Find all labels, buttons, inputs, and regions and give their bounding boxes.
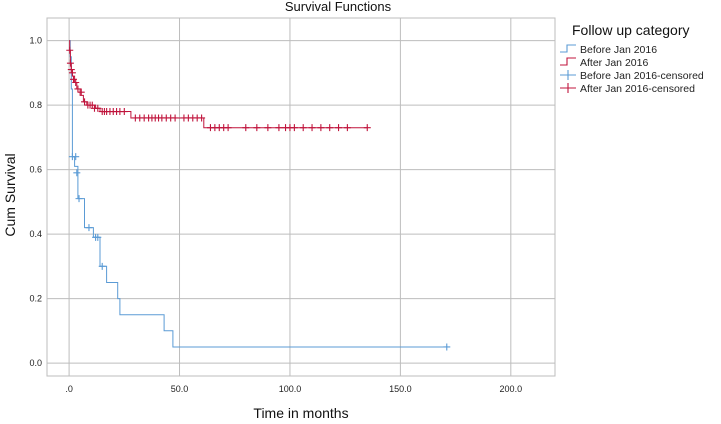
- censor-mark-1: [253, 124, 261, 132]
- censor-mark-0: [98, 262, 106, 270]
- y-tick-label: 1.0: [29, 36, 42, 46]
- censor-mark-1: [335, 124, 343, 132]
- grid-lines: [47, 18, 555, 376]
- censor-mark-0: [85, 224, 93, 232]
- censor-mark-1: [81, 98, 89, 106]
- censor-mark-1: [224, 124, 232, 132]
- censor-mark-1: [171, 114, 179, 122]
- legend-swatch: [560, 70, 576, 80]
- y-tick-label: 0.4: [29, 229, 42, 239]
- censor-mark-1: [72, 79, 80, 87]
- y-axis-title: Cum Survival: [2, 153, 18, 236]
- axis-ticks: 0.0 0.2 0.4 0.6 0.8 1.0 .0 50.0 100.0 150.0 200.0: [29, 36, 522, 394]
- series-layer: [66, 40, 451, 351]
- x-tick-label: 100.0: [279, 384, 302, 394]
- legend-label: Before Jan 2016-censored: [580, 70, 704, 82]
- legend-swatch: [560, 57, 576, 66]
- legend: Follow up category Before Jan 2016After …: [560, 22, 704, 95]
- censor-mark-1: [326, 124, 334, 132]
- censor-mark-1: [66, 59, 74, 67]
- censor-mark-1: [94, 104, 102, 112]
- censor-mark-1: [343, 124, 351, 132]
- legend-label: After Jan 2016: [580, 57, 648, 69]
- y-tick-label: 0.6: [29, 165, 42, 175]
- censor-mark-0: [72, 153, 80, 161]
- y-tick-label: 0.2: [29, 294, 42, 304]
- censor-mark-1: [68, 69, 76, 77]
- x-tick-label: 150.0: [389, 384, 412, 394]
- censor-mark-1: [66, 46, 74, 54]
- censor-mark-1: [198, 114, 206, 122]
- chart-title: Survival Functions: [285, 0, 392, 14]
- legend-swatch: [560, 44, 576, 53]
- censor-mark-1: [363, 124, 371, 132]
- censor-mark-1: [308, 124, 316, 132]
- censor-mark-0: [75, 195, 83, 203]
- censor-mark-1: [67, 66, 75, 74]
- series-line-0: [69, 40, 447, 348]
- censor-mark-0: [73, 169, 81, 177]
- censor-mark-1: [77, 88, 85, 96]
- legend-swatch: [560, 83, 576, 93]
- x-tick-label: .0: [65, 384, 73, 394]
- x-axis-title: Time in months: [253, 405, 348, 421]
- plot-area: [46, 17, 556, 377]
- y-tick-label: 0.8: [29, 100, 42, 110]
- legend-title: Follow up category: [572, 22, 690, 38]
- legend-label: After Jan 2016-censored: [580, 83, 695, 95]
- y-tick-label: 0.0: [29, 358, 42, 368]
- censor-mark-1: [120, 108, 128, 116]
- x-tick-label: 200.0: [500, 384, 523, 394]
- censor-mark-0: [94, 233, 102, 241]
- censor-mark-0: [443, 343, 451, 351]
- censor-mark-1: [290, 124, 298, 132]
- censor-mark-1: [275, 124, 283, 132]
- censor-mark-1: [264, 124, 272, 132]
- x-tick-label: 50.0: [171, 384, 189, 394]
- censor-mark-1: [299, 124, 307, 132]
- censor-mark-1: [242, 124, 250, 132]
- censor-mark-1: [74, 85, 82, 93]
- legend-label: Before Jan 2016: [580, 44, 657, 56]
- censor-mark-1: [317, 124, 325, 132]
